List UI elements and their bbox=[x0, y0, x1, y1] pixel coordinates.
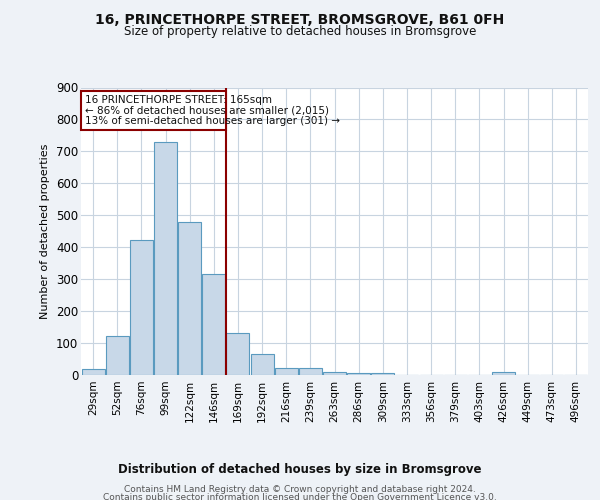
Y-axis label: Number of detached properties: Number of detached properties bbox=[40, 144, 50, 319]
FancyBboxPatch shape bbox=[82, 92, 226, 130]
Text: 16 PRINCETHORPE STREET: 165sqm: 16 PRINCETHORPE STREET: 165sqm bbox=[85, 94, 272, 104]
Text: Distribution of detached houses by size in Bromsgrove: Distribution of detached houses by size … bbox=[118, 462, 482, 475]
Bar bbox=[130, 240, 153, 375]
Bar bbox=[299, 368, 322, 375]
Bar bbox=[202, 274, 225, 375]
Bar bbox=[251, 354, 274, 375]
Bar bbox=[323, 372, 346, 375]
Bar bbox=[275, 368, 298, 375]
Bar bbox=[178, 222, 201, 375]
Bar bbox=[82, 368, 104, 375]
Text: ← 86% of detached houses are smaller (2,015): ← 86% of detached houses are smaller (2,… bbox=[85, 106, 329, 116]
Text: Contains HM Land Registry data © Crown copyright and database right 2024.: Contains HM Land Registry data © Crown c… bbox=[124, 485, 476, 494]
Bar bbox=[347, 374, 370, 375]
Text: 16, PRINCETHORPE STREET, BROMSGROVE, B61 0FH: 16, PRINCETHORPE STREET, BROMSGROVE, B61… bbox=[95, 12, 505, 26]
Bar bbox=[492, 372, 515, 375]
Text: Contains public sector information licensed under the Open Government Licence v3: Contains public sector information licen… bbox=[103, 494, 497, 500]
Bar bbox=[226, 334, 250, 375]
Bar bbox=[371, 374, 394, 375]
Text: 13% of semi-detached houses are larger (301) →: 13% of semi-detached houses are larger (… bbox=[85, 116, 340, 126]
Bar bbox=[106, 336, 128, 375]
Text: Size of property relative to detached houses in Bromsgrove: Size of property relative to detached ho… bbox=[124, 25, 476, 38]
Bar bbox=[154, 142, 177, 375]
